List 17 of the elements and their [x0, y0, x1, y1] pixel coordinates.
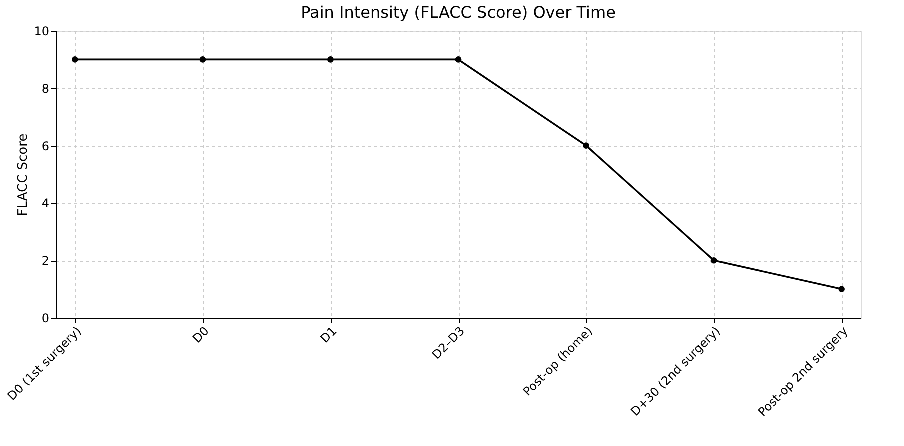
y-tick-label: 6: [42, 139, 50, 154]
point: [838, 286, 845, 292]
y-tick-label: 4: [42, 196, 50, 211]
y-axis-title: FLACC Score: [16, 134, 32, 216]
chart-title: Pain Intensity (FLACC Score) Over Time: [301, 3, 616, 22]
x-tick-label: D1: [318, 324, 340, 346]
y-tick-label: 8: [42, 82, 50, 96]
y-tick-label: 10: [34, 24, 50, 38]
point: [583, 142, 590, 149]
point: [328, 56, 334, 63]
x-tick-label: D0: [190, 324, 212, 346]
point: [72, 56, 78, 63]
y-tick-label: 2: [42, 254, 50, 268]
point: [455, 56, 462, 63]
point: [710, 257, 718, 264]
y-tick-label: 0: [42, 312, 50, 326]
point: [200, 56, 206, 63]
